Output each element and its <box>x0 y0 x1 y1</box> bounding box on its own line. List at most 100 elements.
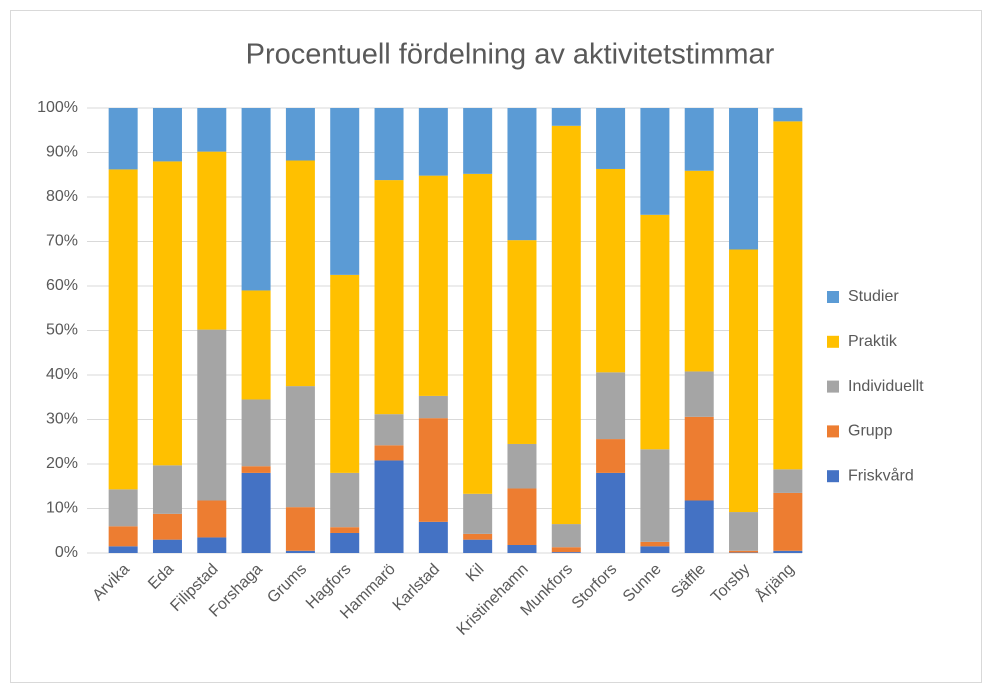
bar-segment <box>330 532 360 553</box>
bar-segment <box>418 418 448 522</box>
bar-segment <box>596 439 626 473</box>
bar-segment <box>463 108 493 174</box>
bar-segment <box>684 170 714 372</box>
y-tick-label: 60% <box>46 277 78 294</box>
bar-segment <box>684 416 714 501</box>
bar-segment <box>197 329 227 501</box>
y-tick-label: 40% <box>46 366 78 383</box>
bar-segment <box>108 546 138 553</box>
bar-segment <box>640 546 670 553</box>
y-tick-label: 20% <box>46 455 78 472</box>
bar-segment <box>241 290 271 400</box>
legend-swatch <box>827 291 839 303</box>
bar-segment <box>374 108 404 181</box>
bar-segment <box>507 443 537 489</box>
bar-segment <box>773 492 803 551</box>
bar-segment <box>773 121 803 470</box>
bar-segment <box>596 168 626 373</box>
bar-segment <box>596 108 626 169</box>
y-tick-label: 100% <box>37 99 78 116</box>
bar-segment <box>773 108 803 122</box>
bar-segment <box>551 524 581 548</box>
bar-segment <box>773 469 803 493</box>
bar-segment <box>152 539 182 553</box>
bar-segment <box>197 108 227 152</box>
bar-segment <box>729 550 759 553</box>
bar-segment <box>551 125 581 525</box>
bar-segment <box>241 466 271 473</box>
bar-segment <box>241 108 271 291</box>
bar-segment <box>418 175 448 396</box>
bar-segment <box>330 274 360 473</box>
bar-segment <box>152 465 182 514</box>
legend-label: Friskvård <box>848 466 914 484</box>
legend-swatch <box>827 470 839 483</box>
bar-segment <box>684 108 714 171</box>
bar-segment <box>507 544 537 553</box>
bar-segment <box>330 108 360 275</box>
bar-segment <box>330 472 360 528</box>
legend-label: Grupp <box>848 423 893 440</box>
bar-segment <box>596 472 626 553</box>
bar-segment <box>684 500 714 553</box>
bar-segment <box>374 180 404 415</box>
bar-segment <box>285 160 315 387</box>
bar-segment <box>197 537 227 553</box>
bar-segment <box>507 108 537 241</box>
legend-label: Individuellt <box>848 378 924 395</box>
bar-segment <box>507 488 537 545</box>
y-tick-label: 30% <box>46 411 78 428</box>
bar-segment <box>640 214 670 450</box>
bar-segment <box>729 512 759 551</box>
bar-segment <box>374 460 404 553</box>
bar-segment <box>729 249 759 513</box>
bar-segment <box>596 372 626 440</box>
y-tick-label: 10% <box>46 500 78 517</box>
legend-swatch <box>827 425 839 438</box>
chart-title: Procentuell fördelning av aktivitetstimm… <box>246 39 775 71</box>
bar-segment <box>197 500 227 538</box>
bar-segment <box>463 539 493 553</box>
bar-segment <box>418 108 448 176</box>
bar-segment <box>418 395 448 419</box>
bar-segment <box>152 161 182 466</box>
bar-segment <box>463 533 493 540</box>
bar-segment <box>374 445 404 461</box>
legend-label: Studier <box>848 288 899 305</box>
y-tick-label: 90% <box>46 144 78 161</box>
bar-segment <box>241 472 271 553</box>
bar-segment <box>773 550 803 553</box>
bar-segment <box>684 371 714 417</box>
bar-segment <box>729 108 759 250</box>
bar-segment <box>152 108 182 162</box>
y-tick-label: 0% <box>55 544 78 561</box>
bar-segment <box>507 240 537 444</box>
legend-swatch <box>827 380 839 393</box>
bar-segment <box>285 550 315 553</box>
bar-segment <box>374 414 404 446</box>
bar-segment <box>285 108 315 161</box>
bar-segment <box>108 526 138 547</box>
legend-swatch <box>827 335 839 348</box>
bar-segment <box>285 386 315 508</box>
bar-segment <box>108 489 138 527</box>
legend-label: Praktik <box>848 333 898 350</box>
bar-segment <box>551 108 581 126</box>
bar-segment <box>640 449 670 542</box>
bar-segment <box>640 541 670 547</box>
bar-segment <box>152 513 182 540</box>
bar-segment <box>640 108 670 215</box>
y-tick-label: 70% <box>46 233 78 250</box>
bar-segment <box>197 151 227 330</box>
bar-segment <box>551 547 581 553</box>
bar-segment <box>418 521 448 553</box>
bar-segment <box>551 552 581 553</box>
bar-segment <box>463 173 493 494</box>
bar-segment <box>241 399 271 467</box>
bar-segment <box>285 507 315 551</box>
bar-segment <box>330 527 360 533</box>
bar-segment <box>108 169 138 490</box>
y-tick-label: 50% <box>46 322 78 339</box>
